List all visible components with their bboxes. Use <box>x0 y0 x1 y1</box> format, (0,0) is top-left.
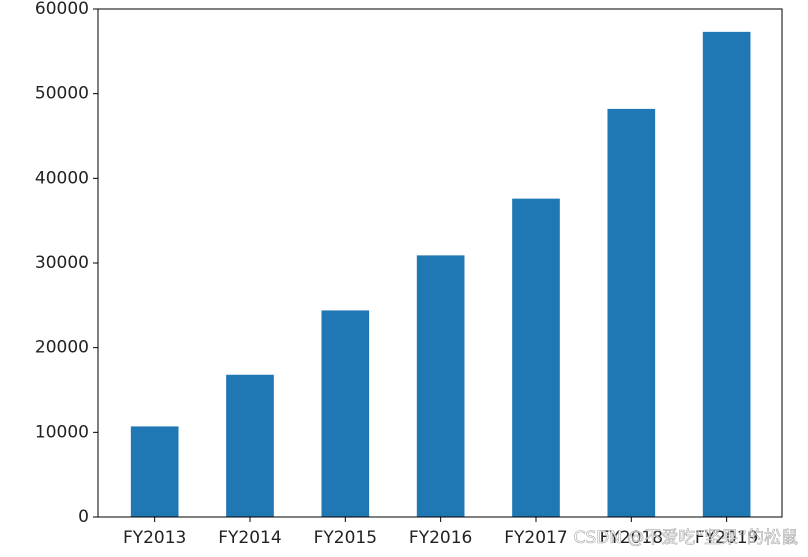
watermark: CSDN @不爱吃“坚果”的松鼠 <box>574 528 799 548</box>
y-tick-label: 0 <box>78 507 89 527</box>
y-tick-label: 60000 <box>35 0 89 19</box>
bar <box>702 31 751 518</box>
bar <box>130 426 179 517</box>
plot-frame <box>97 8 783 518</box>
bar <box>512 198 560 518</box>
x-tick-label: FY2019 <box>695 528 758 548</box>
y-tick-label: 30000 <box>35 253 89 273</box>
y-tick-label: 50000 <box>35 84 89 104</box>
x-tick-label: FY2016 <box>409 528 472 548</box>
x-tick-label: FY2017 <box>504 528 567 548</box>
x-tick-label: FY2014 <box>218 528 281 548</box>
bar <box>416 255 465 517</box>
bar <box>321 310 370 517</box>
x-tick-label: FY2015 <box>314 528 377 548</box>
y-tick-label: 10000 <box>35 422 89 442</box>
y-tick-label: 20000 <box>35 338 89 358</box>
y-tick-label: 40000 <box>35 168 89 188</box>
bar <box>607 108 656 517</box>
x-tick-label: FY2013 <box>123 528 186 548</box>
x-tick-label: FY2018 <box>600 528 663 548</box>
bar <box>226 374 274 517</box>
